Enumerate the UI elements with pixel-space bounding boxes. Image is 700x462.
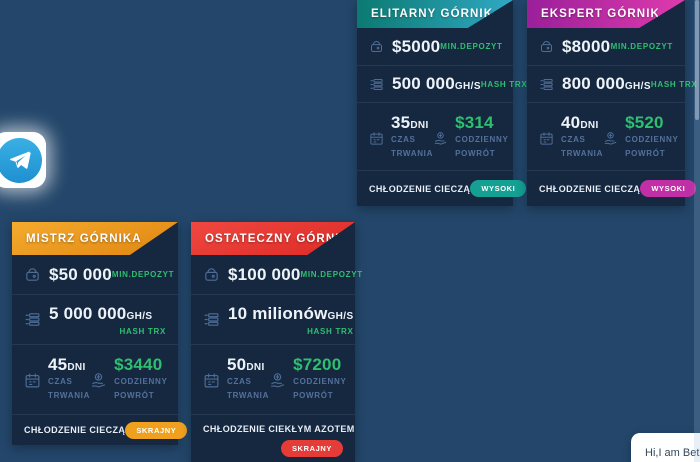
mining-rig-icon: [24, 311, 41, 328]
plan-card-ekspert: EKSPERT GÓRNIK $8000 MIN.DEPOZYT 800 000…: [527, 0, 697, 206]
daily-return-value: $520: [625, 113, 664, 132]
wallet-icon: [24, 266, 41, 283]
scrollbar[interactable]: [694, 0, 700, 462]
calendar-icon: [24, 357, 41, 404]
daily-return-value: $314: [455, 113, 494, 132]
stats-row: 40DNI CZAS TRWANIA $520 CODZIENNY POWRÓT: [527, 103, 685, 171]
duration-value: 45DNI: [48, 355, 86, 374]
wallet-icon: [203, 266, 220, 283]
deposit-value: $5000: [392, 36, 441, 56]
cooling-row: CHŁODZENIE CIEKŁYM AZOTEM SKRAJNY: [191, 415, 355, 462]
hashrate-row: 10 milionówGH/S HASH TRX: [191, 295, 355, 345]
hashrate-label: HASH TRX: [480, 79, 528, 89]
coin-hand-icon: [90, 357, 107, 404]
calendar-icon: [539, 115, 554, 162]
deposit-row: $50 000 MIN.DEPOZYT: [12, 255, 178, 295]
hashrate-value: 500 000GH/S: [392, 74, 481, 93]
daily-return-value: $7200: [293, 355, 342, 374]
cooling-level-badge: SKRAJNY: [125, 421, 188, 439]
hashrate-value: 800 000GH/S: [562, 74, 651, 93]
plan-header: MISTRZ GÓRNIKA: [12, 222, 178, 255]
hashrate-row: 500 000GH/S HASH TRX: [357, 66, 527, 103]
plan-card-elitarny: ELITARNY GÓRNIK $5000 MIN.DEPOZYT 500 00…: [357, 0, 527, 206]
coin-hand-icon: [603, 115, 618, 162]
daily-return-stat: $3440 CODZIENNY POWRÓT: [90, 355, 167, 404]
plan-title: ELITARNY GÓRNIK: [371, 8, 494, 20]
deposit-label: MIN.DEPOZYT: [610, 42, 673, 51]
daily-return-value: $3440: [114, 355, 163, 374]
deposit-label: MIN.DEPOZYT: [440, 42, 503, 51]
duration-stat: 35DNI CZAS TRWANIA: [369, 113, 433, 162]
scrollbar-thumb[interactable]: [695, 0, 699, 120]
hashrate-label: HASH TRX: [650, 79, 698, 89]
calendar-icon: [203, 357, 220, 404]
daily-return-stat: $314 CODZIENNY POWRÓT: [433, 113, 508, 162]
duration-stat: 50DNI CZAS TRWANIA: [203, 355, 269, 404]
duration-value: 35DNI: [391, 113, 429, 132]
cooling-row: CHŁODZENIE CIECZĄ WYSOKI: [527, 171, 697, 206]
chat-widget[interactable]: Hi,I am Bet: [631, 433, 700, 462]
hashrate-value: 10 milionówGH/S: [228, 303, 354, 323]
stats-row: 45DNI CZAS TRWANIA $3440 CODZIENNY POWRÓ…: [12, 345, 178, 415]
wallet-icon: [369, 39, 384, 54]
daily-return-stat: $7200 CODZIENNY POWRÓT: [269, 355, 346, 404]
cooling-row: CHŁODZENIE CIECZĄ WYSOKI: [357, 171, 527, 206]
stats-row: 35DNI CZAS TRWANIA $314 CODZIENNY POWRÓT: [357, 103, 513, 171]
deposit-row: $8000 MIN.DEPOZYT: [527, 28, 685, 66]
coin-hand-icon: [433, 115, 448, 162]
duration-stat: 40DNI CZAS TRWANIA: [539, 113, 603, 162]
mining-rig-icon: [203, 311, 220, 328]
cooling-level-badge: WYSOKI: [470, 180, 527, 197]
plan-card-mistrz: MISTRZ GÓRNIKA $50 000 MIN.DEPOZYT 5 000…: [12, 222, 188, 445]
daily-return-stat: $520 CODZIENNY POWRÓT: [603, 113, 678, 162]
coin-hand-icon: [269, 357, 286, 404]
duration-value: 50DNI: [227, 355, 265, 374]
deposit-value: $50 000: [49, 264, 112, 284]
plan-title: OSTATECZNY GÓRNIK: [205, 232, 349, 245]
hashrate-row: 5 000 000GH/S HASH TRX: [12, 295, 178, 345]
plan-title: MISTRZ GÓRNIKA: [26, 232, 142, 245]
plan-card-ostateczny: OSTATECZNY GÓRNIK $100 000 MIN.DEPOZYT 1…: [191, 222, 362, 462]
cooling-level-badge: SKRAJNY: [280, 440, 343, 457]
hashrate-label: HASH TRX: [119, 326, 166, 336]
hashrate-row: 800 000GH/S HASH TRX: [527, 66, 697, 103]
deposit-row: $100 000 MIN.DEPOZYT: [191, 255, 362, 295]
deposit-label: MIN.DEPOZYT: [300, 270, 363, 279]
telegram-button[interactable]: [0, 132, 46, 188]
hashrate-value: 5 000 000GH/S: [49, 303, 153, 323]
deposit-row: $5000 MIN.DEPOZYT: [357, 28, 513, 66]
mining-rig-icon: [539, 77, 554, 92]
telegram-plane-icon: [0, 137, 42, 183]
hashrate-label: HASH TRX: [307, 326, 354, 336]
deposit-label: MIN.DEPOZYT: [111, 270, 175, 279]
cooling-level-badge: WYSOKI: [640, 180, 697, 197]
duration-stat: 45DNI CZAS TRWANIA: [24, 355, 90, 404]
mining-rig-icon: [369, 77, 384, 92]
deposit-value: $8000: [562, 36, 611, 56]
wallet-icon: [539, 39, 554, 54]
chat-greeting: Hi,I am Bet: [645, 447, 700, 459]
plan-title: EKSPERT GÓRNIK: [541, 8, 660, 20]
stats-row: 50DNI CZAS TRWANIA $7200 CODZIENNY POWRÓ…: [191, 345, 355, 415]
calendar-icon: [369, 115, 384, 162]
plan-header: EKSPERT GÓRNIK: [527, 0, 685, 28]
plan-header: ELITARNY GÓRNIK: [357, 0, 513, 28]
cooling-row: CHŁODZENIE CIECZĄ SKRAJNY: [12, 415, 188, 445]
deposit-value: $100 000: [228, 264, 301, 284]
duration-value: 40DNI: [561, 113, 599, 132]
plan-header: OSTATECZNY GÓRNIK: [191, 222, 355, 255]
